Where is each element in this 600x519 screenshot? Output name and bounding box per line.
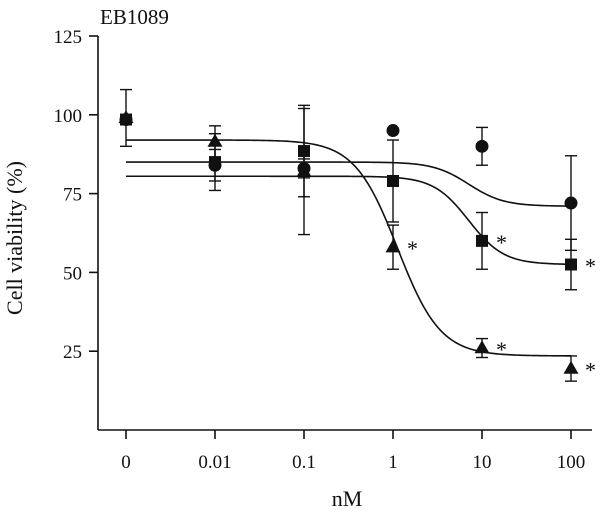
- y-axis-title: Cell viability (%): [2, 161, 27, 315]
- square-marker: [209, 156, 221, 169]
- square-marker: [298, 145, 310, 158]
- x-tick-label: 0.01: [198, 452, 231, 473]
- chart-title: EB1089: [100, 5, 169, 29]
- x-tick-label: 0.1: [292, 452, 316, 473]
- x-tick-label: 1: [388, 452, 398, 473]
- y-tick-label: 75: [63, 185, 82, 206]
- square-marker: [476, 234, 488, 247]
- data-markers: [118, 110, 579, 374]
- error-bars: [120, 88, 577, 382]
- tick-labels: 25 50 75 100 125 0 0.01 0.1 1 10 100: [54, 27, 586, 473]
- square-marker: [387, 174, 399, 187]
- fit-curve-circle: [126, 161, 572, 207]
- x-axis-title: nM: [332, 486, 363, 511]
- triangle-marker: [385, 239, 401, 253]
- significance-star: *: [496, 337, 507, 362]
- circle-marker: [475, 139, 489, 153]
- triangle-marker: [207, 133, 223, 147]
- significance-star: *: [585, 358, 596, 383]
- x-tick-label: 0: [121, 452, 131, 473]
- circle-marker: [386, 124, 400, 138]
- fit-curve-triangle: [126, 139, 572, 357]
- y-tick-label: 50: [63, 263, 82, 284]
- square-marker: [565, 258, 577, 271]
- significance-stars: * * * * *: [407, 230, 596, 383]
- triangle-marker: [118, 110, 134, 124]
- axes: [89, 35, 592, 439]
- significance-star: *: [407, 236, 418, 261]
- y-tick-label: 100: [54, 106, 83, 127]
- circle-marker: [564, 196, 578, 210]
- fit-curve-square: [126, 175, 572, 266]
- significance-star: *: [496, 230, 507, 255]
- x-tick-label: 10: [473, 452, 492, 473]
- fit-curves: [126, 139, 572, 357]
- triangle-marker: [474, 340, 490, 354]
- triangle-marker: [563, 360, 579, 374]
- y-tick-label: 125: [54, 27, 83, 48]
- triangle-marker: [296, 163, 312, 177]
- x-tick-label: 100: [557, 452, 586, 473]
- y-tick-label: 25: [63, 342, 82, 363]
- significance-star: *: [585, 254, 596, 279]
